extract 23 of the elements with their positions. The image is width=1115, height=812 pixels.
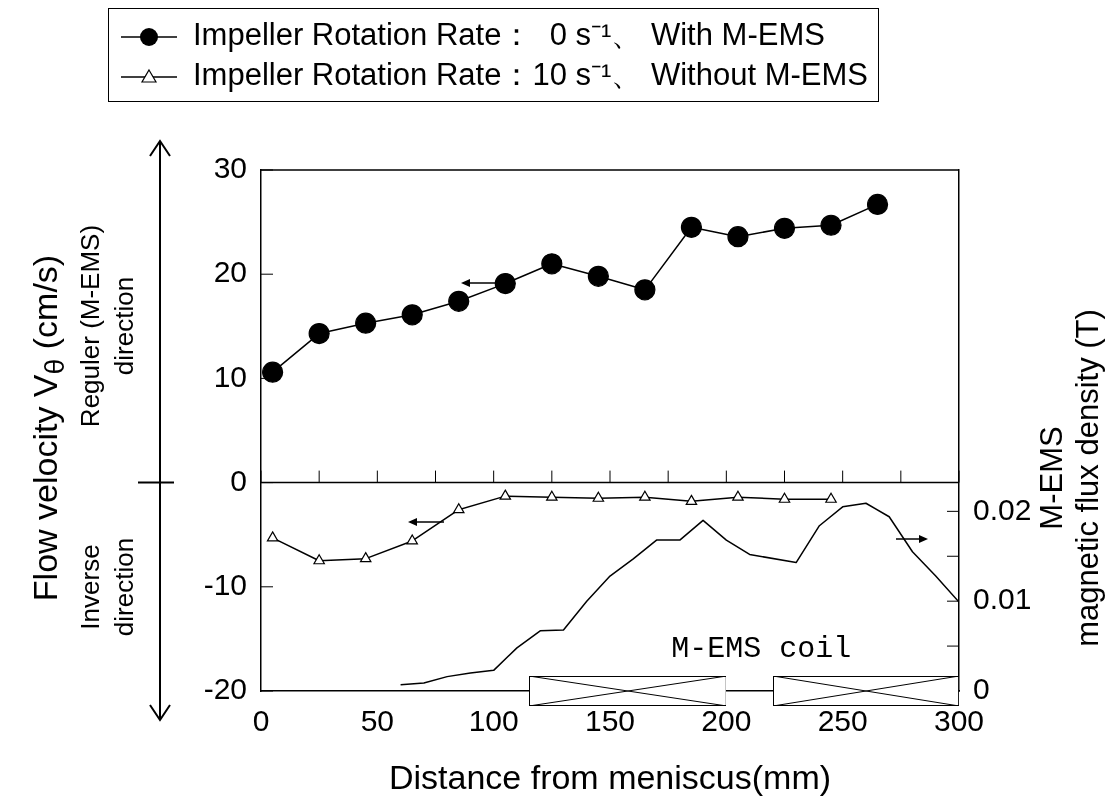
- x-tick-label: 150: [584, 704, 636, 738]
- x-tick-label: 250: [817, 704, 868, 738]
- y-tick-label: 0: [230, 463, 247, 497]
- legend-label: Impeller Rotation Rate：10 s⁻¹、 Without M-EMS: [193, 57, 868, 92]
- y-tick-label: 10: [213, 359, 247, 393]
- x-tick-label: 100: [468, 704, 519, 738]
- x-axis-title: Distance from meniscus(mm): [388, 757, 832, 796]
- x-tick-label: 50: [360, 704, 395, 738]
- y-tick-label: -20: [203, 672, 247, 706]
- y-tick-label: -10: [203, 568, 247, 602]
- y-tick-label: 30: [213, 151, 247, 185]
- y2-axis-title: M-EMS magnetic flux density (T): [1034, 309, 1106, 647]
- x-tick-label: 200: [701, 704, 752, 738]
- text: Reguler (M-EMS) direction: [74, 225, 140, 428]
- x-tick-label: 300: [933, 704, 985, 738]
- y2-tick-label: 0.01: [973, 582, 1032, 616]
- annotation: M-EMS coil: [671, 632, 852, 667]
- legend-label: Impeller Rotation Rate： 0 s⁻¹、 With M-EMS: [193, 17, 825, 52]
- y-tick-label: 20: [213, 255, 247, 289]
- y2-tick-label: 0.02: [973, 492, 1032, 526]
- text: Inverse direction: [74, 537, 140, 636]
- y2-tick-label: 0: [973, 672, 990, 706]
- x-tick-label: 0: [252, 704, 270, 738]
